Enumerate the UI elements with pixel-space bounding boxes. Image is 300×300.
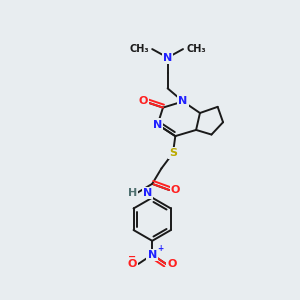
Text: N: N bbox=[143, 188, 152, 198]
Text: CH₃: CH₃ bbox=[186, 44, 206, 54]
Text: O: O bbox=[138, 96, 148, 106]
Text: N: N bbox=[153, 119, 162, 130]
Text: N: N bbox=[148, 250, 157, 260]
Text: H: H bbox=[128, 188, 137, 198]
Text: N: N bbox=[178, 96, 188, 106]
Text: O: O bbox=[168, 259, 177, 269]
Text: −: − bbox=[128, 252, 136, 262]
Text: CH₃: CH₃ bbox=[130, 44, 149, 54]
Text: S: S bbox=[169, 148, 177, 158]
Text: +: + bbox=[158, 244, 164, 253]
Text: N: N bbox=[163, 52, 172, 63]
Text: O: O bbox=[171, 185, 180, 195]
Text: O: O bbox=[128, 259, 137, 269]
